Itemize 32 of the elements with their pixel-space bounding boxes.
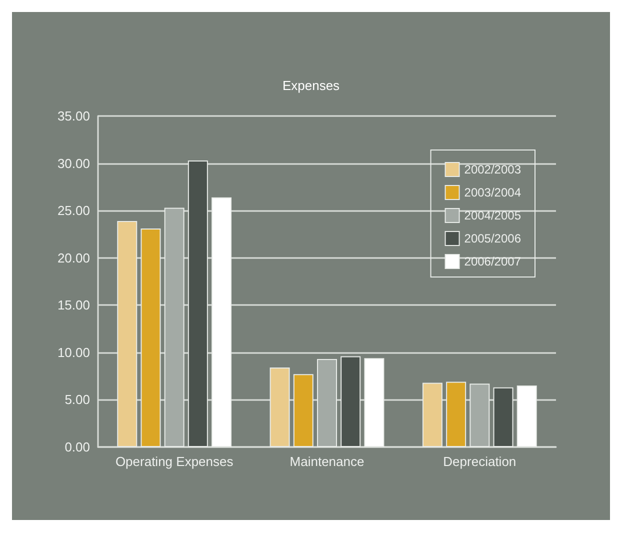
- y-tick-label: 0.00: [64, 440, 90, 454]
- bar: [140, 228, 161, 447]
- x-tick-label: Depreciation: [443, 454, 516, 469]
- y-tick-label: 35.00: [57, 108, 90, 124]
- bar: [340, 356, 361, 447]
- y-tick-label: 15.00: [57, 298, 90, 313]
- y-tick-label: 5.00: [64, 392, 90, 408]
- bar: [270, 368, 290, 447]
- chart-title: Expenses: [282, 78, 340, 93]
- bar: [516, 386, 537, 447]
- bar: [317, 359, 337, 447]
- y-tick-label: 20.00: [57, 250, 90, 266]
- bar: [164, 208, 184, 447]
- bar: [422, 382, 442, 447]
- bar: [212, 197, 232, 447]
- y-tick-label: 30.00: [57, 156, 90, 171]
- x-tick-label: Operating Expenses: [115, 454, 234, 469]
- legend-label: 2006/2007: [464, 254, 522, 268]
- x-tick-label: Maintenance: [290, 454, 364, 469]
- bar: [493, 387, 514, 447]
- bar: [446, 382, 466, 447]
- bar: [188, 160, 208, 447]
- legend-label: 2004/2005: [464, 208, 522, 222]
- legend-label: 2005/2006: [464, 232, 522, 246]
- bar: [364, 358, 384, 447]
- legend-label: 2003/2004: [464, 186, 522, 200]
- y-tick-label: 10.00: [57, 344, 90, 360]
- bar: [470, 384, 490, 447]
- bar: [293, 374, 314, 447]
- bar: [117, 220, 138, 447]
- legend-label: 2002/2003: [464, 162, 522, 176]
- y-tick-label: 25.00: [57, 203, 90, 218]
